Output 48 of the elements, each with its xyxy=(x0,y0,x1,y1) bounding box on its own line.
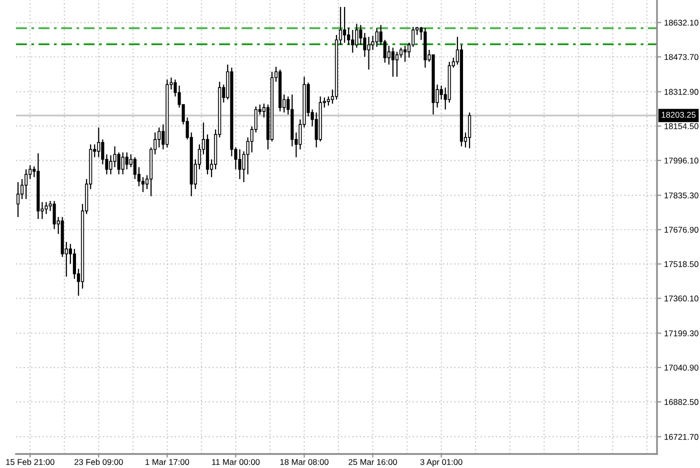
candlestick xyxy=(391,47,394,78)
candlestick xyxy=(117,152,120,175)
candlestick xyxy=(387,45,390,66)
candlestick xyxy=(238,148,242,180)
x-tick-label: 1 Mar 17:00 xyxy=(146,459,190,465)
y-tick-label: 16721.70 xyxy=(664,434,698,440)
candlestick xyxy=(367,36,370,70)
y-tick-label: 18312.90 xyxy=(664,88,698,95)
candlestick xyxy=(24,168,28,200)
candlestick xyxy=(403,45,407,62)
candlestick xyxy=(326,96,330,106)
candlestick xyxy=(399,47,403,58)
y-tick-label: 17360.10 xyxy=(664,296,698,302)
candlestick xyxy=(72,248,76,280)
candlestick xyxy=(97,126,100,158)
candlestick xyxy=(355,23,358,48)
candlestick xyxy=(468,112,472,149)
candlestick xyxy=(395,51,399,78)
candlestick xyxy=(347,27,350,46)
candlestick xyxy=(121,152,124,175)
candlestick xyxy=(440,85,443,100)
y-tick-label: 18632.10 xyxy=(664,20,698,26)
candlestick xyxy=(351,29,354,54)
y-tick-label: 17199.30 xyxy=(664,330,698,336)
y-tick-label: 18473.70 xyxy=(664,54,698,60)
y-tick-label: 17835.30 xyxy=(664,192,698,198)
x-tick-label: 11 Mar 00:00 xyxy=(212,459,260,465)
candlestick xyxy=(52,200,56,230)
y-tick-label: 16882.50 xyxy=(664,399,698,405)
candlestick xyxy=(141,176,145,193)
candlestick xyxy=(343,6,346,44)
candlestick xyxy=(375,27,378,48)
ref-line-label: 18203.25 xyxy=(662,112,696,118)
x-tick-label: 25 Mar 16:00 xyxy=(348,459,398,465)
y-tick-label: 17676.90 xyxy=(664,226,698,233)
y-tick-label: 18154.50 xyxy=(664,123,698,130)
y-tick-label: 17518.50 xyxy=(664,261,698,268)
candlestick xyxy=(16,182,20,218)
candlestick xyxy=(125,152,128,170)
candlestick xyxy=(133,156,136,180)
x-tick-label: 3 Apr 01:00 xyxy=(420,459,462,467)
candlestick xyxy=(44,202,48,215)
x-tick-label: 18 Mar 08:00 xyxy=(280,459,328,465)
y-tick-label: 17040.90 xyxy=(664,364,698,371)
x-tick-label: 15 Feb 21:00 xyxy=(6,458,54,465)
candlestick xyxy=(158,126,161,148)
y-tick-label: 17996.10 xyxy=(664,158,698,164)
x-tick-label: 23 Feb 09:00 xyxy=(74,458,123,465)
